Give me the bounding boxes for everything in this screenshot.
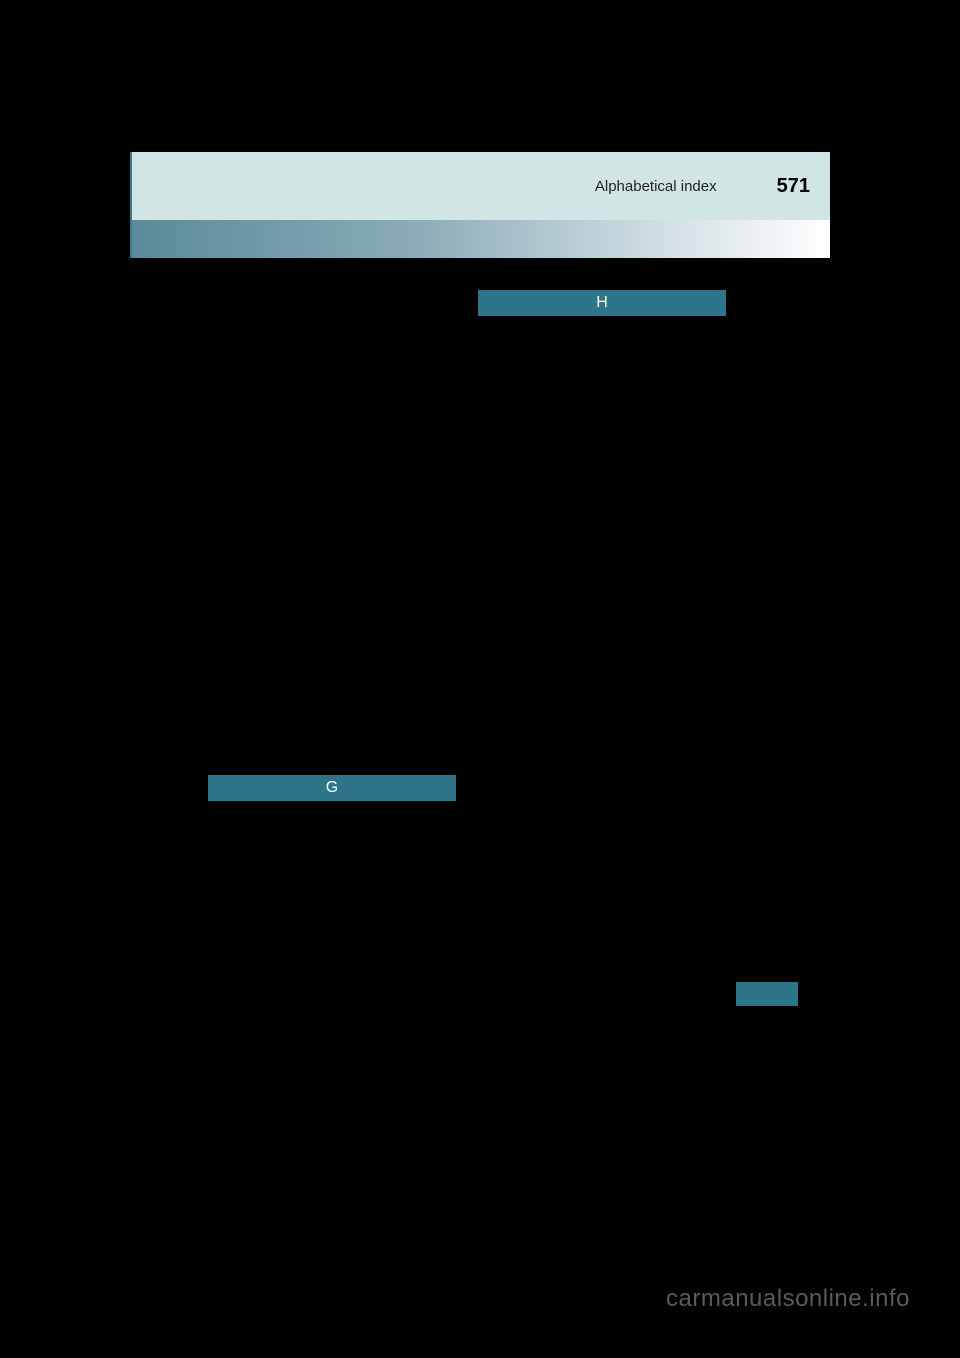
page-header-container: Alphabetical index 571 [130, 152, 830, 282]
tab-g-label: G [326, 779, 338, 797]
index-tab-g: G [208, 775, 456, 801]
gradient-divider [130, 220, 830, 258]
header-top-bar: Alphabetical index 571 [130, 152, 830, 220]
tab-h-label: H [596, 294, 608, 312]
header-title: Alphabetical index [595, 178, 717, 195]
side-tab-marker [736, 982, 798, 1006]
watermark-text: carmanualsonline.info [666, 1285, 910, 1313]
page-number: 571 [777, 175, 810, 198]
index-tab-h: H [478, 290, 726, 316]
